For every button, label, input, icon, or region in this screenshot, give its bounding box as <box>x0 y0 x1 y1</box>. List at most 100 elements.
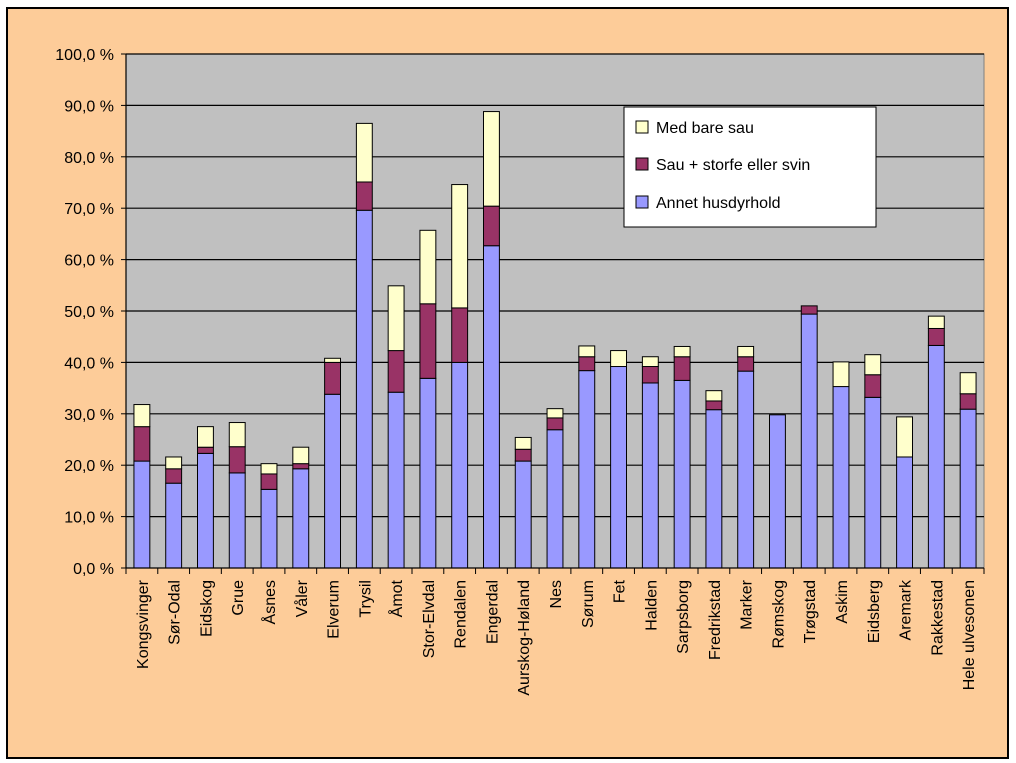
x-tick-label: Rendalen <box>453 580 470 649</box>
bar-med-bare-sau-elverum <box>324 357 342 363</box>
x-tick-label: Askim <box>834 580 851 624</box>
bar-med-bare-sau-eidsberg <box>864 354 882 376</box>
x-tick-label: Nes <box>548 580 565 608</box>
x-tick-label: Sør-Odal <box>167 580 184 645</box>
x-tick-label: Våler <box>293 579 311 617</box>
x-tick-label: Sarpsborg <box>675 580 692 654</box>
bar-sau-storfe-eller-svin-amot <box>387 350 405 393</box>
y-axis-tick-labels: 0,0 % 10,0 % 20,0 % 30,0 % 40,0 % 50,0 % 60,0 … <box>55 47 114 578</box>
y-tick-label: 20,0 % <box>64 458 114 475</box>
bar-annet-husdyrhold-romskog <box>769 414 786 569</box>
bar-sau-storfe-eller-svin-hele-ulvesonen <box>959 393 977 410</box>
bar-annet-husdyrhold-eidskog <box>197 452 214 569</box>
bar-sau-storfe-eller-svin-rendalen <box>451 307 469 363</box>
bar-annet-husdyrhold-nes <box>546 429 564 569</box>
bar-sau-storfe-eller-svin-kongsvinger <box>133 426 151 462</box>
bar-sau-storfe-eller-svin-trysil <box>355 181 373 211</box>
x-tick-label: Fredrikstad <box>707 580 724 660</box>
x-tick-label: Rømskog <box>770 580 787 648</box>
x-tick-label: Åsnes <box>260 580 279 624</box>
bar-sau-storfe-eller-svin-halden <box>641 366 659 384</box>
x-axis-tick-labels: Kongsvinger Sør-Odal Eidskog Grue Åsnes Våler… <box>135 579 978 696</box>
bar-med-bare-sau-stor-elvdal <box>419 229 437 305</box>
bar-annet-husdyrhold-rendalen <box>451 361 469 569</box>
bar-annet-husdyrhold-askim <box>832 386 850 569</box>
bar-annet-husdyrhold-asnes <box>260 488 278 569</box>
x-tick-label: Rakkestad <box>929 580 946 656</box>
x-tick-label: Aremark <box>898 579 915 640</box>
bar-med-bare-sau-engerdal <box>483 111 500 207</box>
bar-sau-storfe-eller-svin-sor-odal <box>165 468 183 484</box>
bar-annet-husdyrhold-sor-odal <box>165 482 183 569</box>
y-tick-label: 100,0 % <box>55 47 114 64</box>
bar-annet-husdyrhold-marker <box>737 370 755 569</box>
bar-med-bare-sau-nes <box>546 408 564 419</box>
bar-med-bare-sau-aurskog-holand <box>514 436 532 450</box>
bar-med-bare-sau-sarpsborg <box>673 345 691 358</box>
legend-label-med-bare-sau: Med bare sau <box>656 120 754 137</box>
bar-med-bare-sau-aremark <box>896 416 913 458</box>
bar-annet-husdyrhold-hele-ulvesonen <box>959 408 977 569</box>
bar-sau-storfe-eller-svin-elverum <box>324 361 342 395</box>
bar-annet-husdyrhold-grue <box>228 472 246 569</box>
x-tick-label: Trysil <box>357 580 374 618</box>
bar-med-bare-sau-rakkestad <box>927 315 945 329</box>
bar-sau-storfe-eller-svin-engerdal <box>483 205 500 247</box>
bar-sau-storfe-eller-svin-marker <box>737 356 755 372</box>
bar-med-bare-sau-fet <box>610 350 627 368</box>
x-tick-label: Stor-Elvdal <box>421 580 438 658</box>
bar-annet-husdyrhold-halden <box>641 382 659 569</box>
bar-annet-husdyrhold-elverum <box>324 393 342 569</box>
bar-sau-storfe-eller-svin-valer <box>292 463 310 470</box>
bar-annet-husdyrhold-stor-elvdal <box>419 377 437 569</box>
bar-med-bare-sau-trysil <box>355 122 373 183</box>
y-tick-label: 30,0 % <box>64 407 114 424</box>
x-tick-label: Åmot <box>387 579 406 617</box>
bar-sau-storfe-eller-svin-sarpsborg <box>673 356 691 381</box>
x-tick-label: Sørum <box>580 580 597 628</box>
x-tick-label: Eidskog <box>198 580 215 637</box>
bar-med-bare-sau-eidskog <box>197 426 214 448</box>
x-tick-label: Marker <box>739 579 756 629</box>
bar-annet-husdyrhold-engerdal <box>483 245 500 569</box>
bar-annet-husdyrhold-trogstad <box>800 313 818 569</box>
bar-med-bare-sau-rendalen <box>451 184 469 309</box>
bar-sau-storfe-eller-svin-eidsberg <box>864 374 882 398</box>
x-tick-label: Kongsvinger <box>135 579 152 669</box>
legend-swatch-med-bare-sau <box>635 120 649 134</box>
bar-sau-storfe-eller-svin-stor-elvdal <box>419 303 437 379</box>
x-tick-label: Elverum <box>326 580 343 639</box>
legend-swatch-sau-storfe-svin <box>635 157 649 171</box>
bar-annet-husdyrhold-valer <box>292 468 310 569</box>
bar-series <box>133 111 977 569</box>
bar-med-bare-sau-valer <box>292 446 310 465</box>
axes <box>121 53 985 574</box>
bar-med-bare-sau-hele-ulvesonen <box>959 372 977 395</box>
bar-med-bare-sau-fredrikstad <box>705 390 723 402</box>
x-tick-label: Grue <box>230 580 247 616</box>
bar-med-bare-sau-amot <box>387 285 405 352</box>
bar-med-bare-sau-asnes <box>260 463 278 475</box>
x-tick-label: Engerdal <box>484 580 501 644</box>
x-tick-label: Eidsberg <box>866 580 883 643</box>
bar-annet-husdyrhold-aremark <box>896 456 913 569</box>
bar-sau-storfe-eller-svin-sorum <box>578 356 596 372</box>
bar-annet-husdyrhold-sorum <box>578 370 596 569</box>
bar-annet-husdyrhold-kongsvinger <box>133 460 151 569</box>
bar-annet-husdyrhold-rakkestad <box>927 344 945 569</box>
x-tick-label: Fet <box>612 579 629 603</box>
bar-med-bare-sau-sorum <box>578 345 596 358</box>
bar-sau-storfe-eller-svin-fredrikstad <box>705 400 723 411</box>
bar-sau-storfe-eller-svin-asnes <box>260 473 278 490</box>
x-tick-label: Aurskog-Høland <box>516 580 533 696</box>
bar-med-bare-sau-kongsvinger <box>133 404 151 428</box>
bar-sau-storfe-eller-svin-rakkestad <box>927 327 945 346</box>
x-tick-label: Halden <box>643 580 660 631</box>
y-tick-label: 90,0 % <box>64 98 114 115</box>
bar-sau-storfe-eller-svin-nes <box>546 417 564 431</box>
y-tick-label: 70,0 % <box>64 201 114 218</box>
bar-med-bare-sau-grue <box>228 422 246 448</box>
bar-annet-husdyrhold-aurskog-holand <box>514 460 532 569</box>
legend: Med bare sau Sau + storfe eller svin Ann… <box>623 106 877 228</box>
bar-med-bare-sau-halden <box>641 356 659 368</box>
